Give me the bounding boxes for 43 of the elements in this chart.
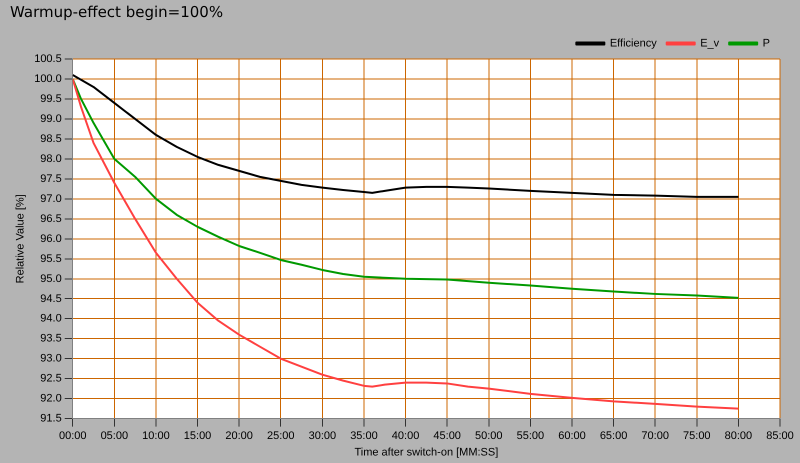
x-tick-label: 65:00 [600, 430, 628, 442]
x-tick-label: 25:00 [266, 430, 295, 442]
x-tick-label: 30:00 [308, 430, 336, 442]
y-tick-label: 98.0 [40, 152, 62, 165]
y-tick-label: 97.5 [40, 172, 62, 185]
y-tick-label: 94.0 [40, 312, 62, 325]
x-tick-label: 35:00 [350, 430, 378, 442]
y-tick-label: 96.5 [40, 212, 62, 225]
y-tick-label: 92.0 [40, 392, 62, 405]
y-tick-label: 95.5 [40, 252, 62, 265]
chart-title: Warmup-effect begin=100% [10, 2, 224, 21]
y-tick-label: 94.5 [40, 292, 62, 305]
x-tick-label: 55:00 [516, 430, 544, 442]
y-tick-label: 93.0 [40, 352, 62, 365]
y-tick-label: 95.0 [40, 272, 62, 285]
legend-label: P [762, 38, 770, 50]
x-tick-label: 70:00 [641, 430, 669, 442]
y-tick-label: 91.5 [40, 412, 62, 425]
x-tick-label: 00:00 [58, 430, 86, 442]
y-tick-label: 98.5 [40, 132, 62, 145]
x-tick-label: 75:00 [683, 430, 711, 442]
x-tick-label: 05:00 [100, 430, 128, 442]
y-tick-label: 100.0 [34, 73, 62, 86]
y-tick-label: 93.5 [40, 332, 62, 345]
y-tick-label: 92.5 [40, 372, 62, 385]
y-tick-label: 96.0 [40, 232, 62, 245]
x-tick-label: 45:00 [433, 430, 461, 442]
x-axis-title: Time after switch-on [MM:SS] [354, 446, 498, 458]
x-tick-label: 40:00 [392, 430, 420, 442]
y-tick-label: 99.5 [40, 92, 62, 105]
y-tick-label: 100.5 [34, 53, 62, 66]
x-tick-label: 80:00 [724, 430, 752, 442]
x-tick-label: 20:00 [225, 430, 253, 442]
y-tick-label: 99.0 [40, 112, 62, 125]
x-tick-label: 10:00 [142, 430, 170, 442]
y-tick-label: 97.0 [40, 192, 62, 205]
x-tick-label: 15:00 [184, 430, 212, 442]
y-axis-title: Relative Value [%] [14, 194, 27, 284]
legend-label: Efficiency [610, 38, 658, 50]
x-tick-label: 50:00 [475, 430, 503, 442]
x-tick-label: 85:00 [766, 430, 794, 442]
legend-label: E_v [700, 38, 720, 50]
x-tick-label: 60:00 [558, 430, 586, 442]
